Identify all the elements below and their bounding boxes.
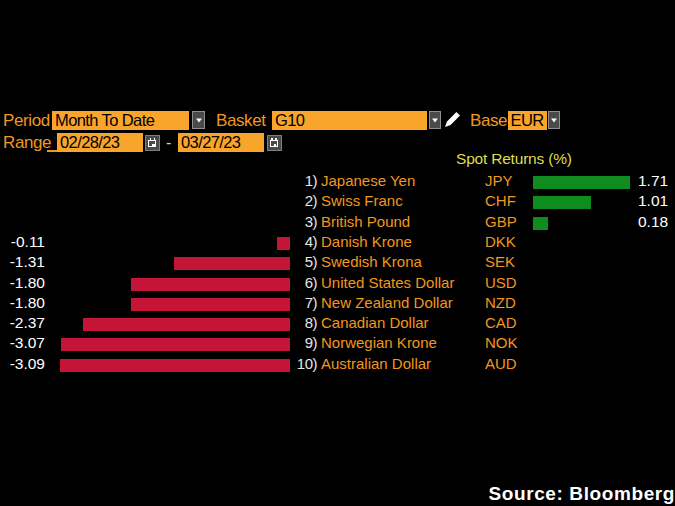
negative-return-bar: [83, 318, 290, 331]
period-label: Period: [3, 111, 50, 130]
return-value: -0.11: [0, 232, 45, 252]
period-dropdown-arrow-icon[interactable]: [192, 111, 205, 129]
row-rank: 7): [278, 293, 317, 313]
base-label: Base: [470, 111, 507, 130]
row-rank: 10): [278, 354, 317, 374]
base-select[interactable]: EUR: [508, 111, 547, 131]
negative-return-bar: [61, 338, 290, 351]
return-value: -1.80: [0, 273, 45, 293]
range-start-calendar-icon[interactable]: [145, 135, 160, 151]
currency-code: NOK: [485, 333, 518, 353]
currency-code: CHF: [485, 191, 516, 211]
return-value: -2.37: [0, 313, 45, 333]
row-rank: 1): [278, 171, 317, 191]
currency-name: Swiss Franc: [321, 191, 403, 211]
currency-returns-chart: 1)Japanese Yen JPY 1.71 2)Swiss Franc CHF 1.0…: [0, 171, 675, 375]
basket-dropdown-arrow-icon[interactable]: [429, 111, 441, 129]
calendar-glyph: [270, 140, 278, 147]
basket-label: Basket: [216, 111, 266, 130]
range-label: Range: [3, 133, 51, 152]
currency-row[interactable]: 3)British Pound GBP 0.18: [0, 212, 675, 232]
return-value: 1.01: [638, 191, 668, 211]
currency-code: SEK: [485, 252, 515, 272]
negative-return-bar: [174, 257, 290, 270]
currency-row[interactable]: 7)New Zealand Dollar NZD -1.80: [0, 293, 675, 313]
range-separator: -: [166, 133, 171, 152]
currency-code: GBP: [485, 212, 517, 232]
currency-name: Swedish Krona: [321, 252, 422, 272]
positive-return-bar: [533, 176, 630, 189]
return-value: -1.31: [0, 252, 45, 272]
currency-code: JPY: [485, 171, 513, 191]
currency-name: Japanese Yen: [321, 171, 415, 191]
return-value: -3.09: [0, 354, 45, 374]
spot-returns-header: Spot Returns (%): [456, 150, 572, 168]
range-underline: [47, 150, 58, 152]
return-value: 0.18: [638, 212, 668, 232]
currency-code: USD: [485, 273, 517, 293]
currency-name: British Pound: [321, 212, 410, 232]
row-rank: 3): [278, 212, 317, 232]
pencil-icon[interactable]: [444, 110, 462, 128]
negative-return-bar: [60, 359, 290, 372]
currency-code: DKK: [485, 232, 516, 252]
currency-name: Norwegian Krone: [321, 333, 437, 353]
currency-row[interactable]: 1)Japanese Yen JPY 1.71: [0, 171, 675, 191]
return-value: 1.71: [638, 171, 668, 191]
currency-name: Canadian Dollar: [321, 313, 429, 333]
currency-row[interactable]: 9)Norwegian Krone NOK -3.07: [0, 333, 675, 353]
currency-row[interactable]: 4)Danish Krone DKK -0.11: [0, 232, 675, 252]
currency-name: Danish Krone: [321, 232, 412, 252]
currency-row[interactable]: 5)Swedish Krona SEK -1.31: [0, 252, 675, 272]
row-rank: 8): [278, 313, 317, 333]
currency-name: New Zealand Dollar: [321, 293, 453, 313]
return-value: -3.07: [0, 333, 45, 353]
currency-code: NZD: [485, 293, 516, 313]
currency-row[interactable]: 8)Canadian Dollar CAD -2.37: [0, 313, 675, 333]
negative-return-bar: [131, 298, 290, 311]
currency-row[interactable]: 6)United States Dollar USD -1.80: [0, 273, 675, 293]
range-end-input[interactable]: 03/27/23: [178, 133, 264, 153]
currency-code: CAD: [485, 313, 517, 333]
source-attribution: Source: Bloomberg: [489, 483, 675, 505]
row-rank: 4): [278, 232, 317, 252]
calendar-glyph: [148, 140, 156, 147]
range-start-input[interactable]: 02/28/23: [57, 133, 143, 153]
currency-name: Australian Dollar: [321, 354, 431, 374]
positive-return-bar: [533, 217, 548, 230]
period-select[interactable]: Month To Date: [52, 111, 189, 131]
row-rank: 9): [278, 333, 317, 353]
base-dropdown-arrow-icon[interactable]: [548, 111, 560, 129]
row-rank: 5): [278, 252, 317, 272]
return-value: -1.80: [0, 293, 45, 313]
basket-select[interactable]: G10: [272, 111, 427, 131]
row-rank: 6): [278, 273, 317, 293]
negative-return-bar: [131, 278, 290, 291]
currency-code: AUD: [485, 354, 517, 374]
positive-return-bar: [533, 196, 591, 209]
currency-row[interactable]: 10)Australian Dollar AUD -3.09: [0, 354, 675, 374]
currency-row[interactable]: 2)Swiss Franc CHF 1.01: [0, 191, 675, 211]
currency-name: United States Dollar: [321, 273, 454, 293]
row-rank: 2): [278, 191, 317, 211]
range-end-calendar-icon[interactable]: [267, 135, 282, 151]
